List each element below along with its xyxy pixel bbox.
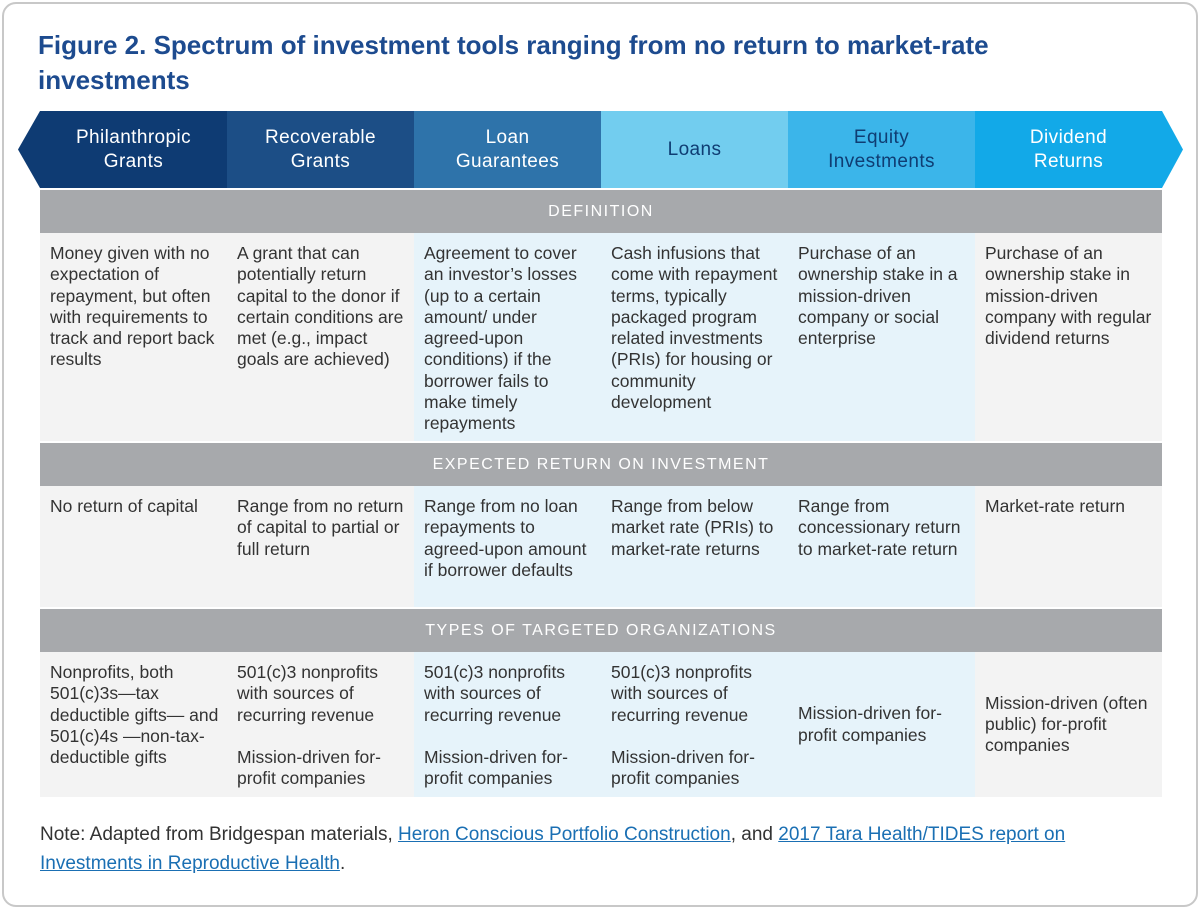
cell-text: Range from no return of capital to parti… — [237, 496, 404, 559]
cell-text: No return of capital — [50, 496, 198, 516]
column-header: Loan Guarantees — [455, 126, 560, 172]
body-row: Money given with no expectation of repay… — [40, 233, 1162, 441]
section-heading: TYPES OF TARGETED ORGANIZATIONS — [40, 609, 1162, 652]
table-cell: No return of capital — [40, 486, 227, 607]
figure-title: Figure 2. Spectrum of investment tools r… — [38, 30, 989, 95]
note-text: Note: Adapted from Bridgespan materials, — [40, 824, 393, 845]
table-cell: Range from concessionary return to marke… — [788, 486, 975, 607]
cell-text: 501(c)3 nonprofits with sources of recur… — [424, 662, 566, 725]
arrow-left — [18, 111, 40, 188]
cell-text: Range from below market rate (PRIs) to m… — [611, 496, 774, 559]
table-cell: 501(c)3 nonprofits with sources of recur… — [227, 652, 414, 797]
body-row: Nonprofits, both 501(c)3s—tax deductible… — [40, 652, 1162, 797]
cell-text: A grant that can potentially return capi… — [237, 243, 404, 370]
cell-text: Purchase of an ownership stake in missio… — [985, 243, 1152, 349]
header-bg — [414, 111, 601, 188]
cell-text: Mission-driven for-profit companies — [237, 746, 381, 789]
header-bg — [227, 111, 414, 188]
header-arrow — [18, 111, 1183, 188]
note-text: , and — [730, 824, 773, 845]
table-cell: 501(c)3 nonprofits with sources of recur… — [601, 652, 788, 797]
header-bg — [975, 111, 1162, 188]
cell-text: 501(c)3 nonprofits with sources of recur… — [237, 662, 379, 725]
cell-text: Nonprofits, both 501(c)3s—tax deductible… — [50, 662, 219, 768]
cell-text: Cash infusions that come with repayment … — [611, 243, 778, 413]
header-bg — [601, 111, 788, 188]
note-text: . — [339, 853, 346, 874]
cell-text: Mission-driven for-profit companies — [611, 746, 755, 789]
cell-text: Market-rate return — [985, 496, 1126, 516]
column-header: Philanthropic Grants — [75, 126, 192, 172]
column-header: Loans — [667, 138, 722, 160]
cell-text: Mission-driven (often public) for-profit… — [985, 692, 1148, 756]
header-bg — [40, 111, 227, 188]
column-header: Recoverable Grants — [264, 126, 377, 172]
table-cell: 501(c)3 nonprofits with sources of recur… — [414, 652, 601, 797]
table-cell: Mission-driven (often public) for-profit… — [975, 652, 1162, 797]
table-cell: Cash infusions that come with repayment … — [601, 233, 788, 441]
table-cell: Purchase of an ownership stake in a miss… — [788, 233, 975, 441]
cell-text: Purchase of an ownership stake in a miss… — [798, 243, 958, 349]
table-cell: Nonprofits, both 501(c)3s—tax deductible… — [40, 652, 227, 797]
header-row: Philanthropic Grants Recoverable Grants Lo… — [40, 111, 1162, 188]
note: Note: Adapted from Bridgespan materials,… — [40, 820, 1160, 878]
table-cell: Range from below market rate (PRIs) to m… — [601, 486, 788, 607]
section-heading: EXPECTED RETURN ON INVESTMENT — [40, 443, 1162, 486]
cell-text: Money given with no expectation of repay… — [50, 243, 215, 370]
cell-text: 501(c)3 nonprofits with sources of recur… — [611, 662, 753, 725]
tools-table: Philanthropic Grants Recoverable Grants Lo… — [40, 111, 1162, 797]
table-cell: Money given with no expectation of repay… — [40, 233, 227, 441]
section-heading: DEFINITION — [40, 190, 1162, 233]
table-cell: A grant that can potentially return capi… — [227, 233, 414, 441]
cell-text: Agreement to cover an investor’s losses … — [424, 243, 578, 434]
body-row: No return of capital Range from no return… — [40, 486, 1162, 607]
table-cell: Market-rate return — [975, 486, 1162, 607]
cell-text: Mission-driven for-profit companies — [424, 746, 568, 789]
cell-text: Range from no loan repayments to agreed-… — [424, 496, 587, 580]
note-link[interactable]: 2017 Tara Health/TIDES report on Investm… — [40, 824, 1066, 874]
table-cell: Range from no return of capital to parti… — [227, 486, 414, 607]
column-header: Equity Investments — [828, 126, 935, 172]
table-cell: Mission-driven for-profit companies — [788, 652, 975, 797]
table-cell: Purchase of an ownership stake in missio… — [975, 233, 1162, 441]
cell-text: Mission-driven for-profit companies — [798, 703, 942, 745]
note-link[interactable]: Heron Conscious Portfolio Construction — [398, 824, 731, 845]
table-cell: Agreement to cover an investor’s losses … — [414, 233, 601, 441]
header-bg — [788, 111, 975, 188]
cell-text: Range from concessionary return to marke… — [798, 496, 961, 559]
table-cell: Range from no loan repayments to agreed-… — [414, 486, 601, 607]
column-header: Dividend Returns — [1029, 126, 1108, 172]
arrow-right — [1162, 111, 1183, 188]
